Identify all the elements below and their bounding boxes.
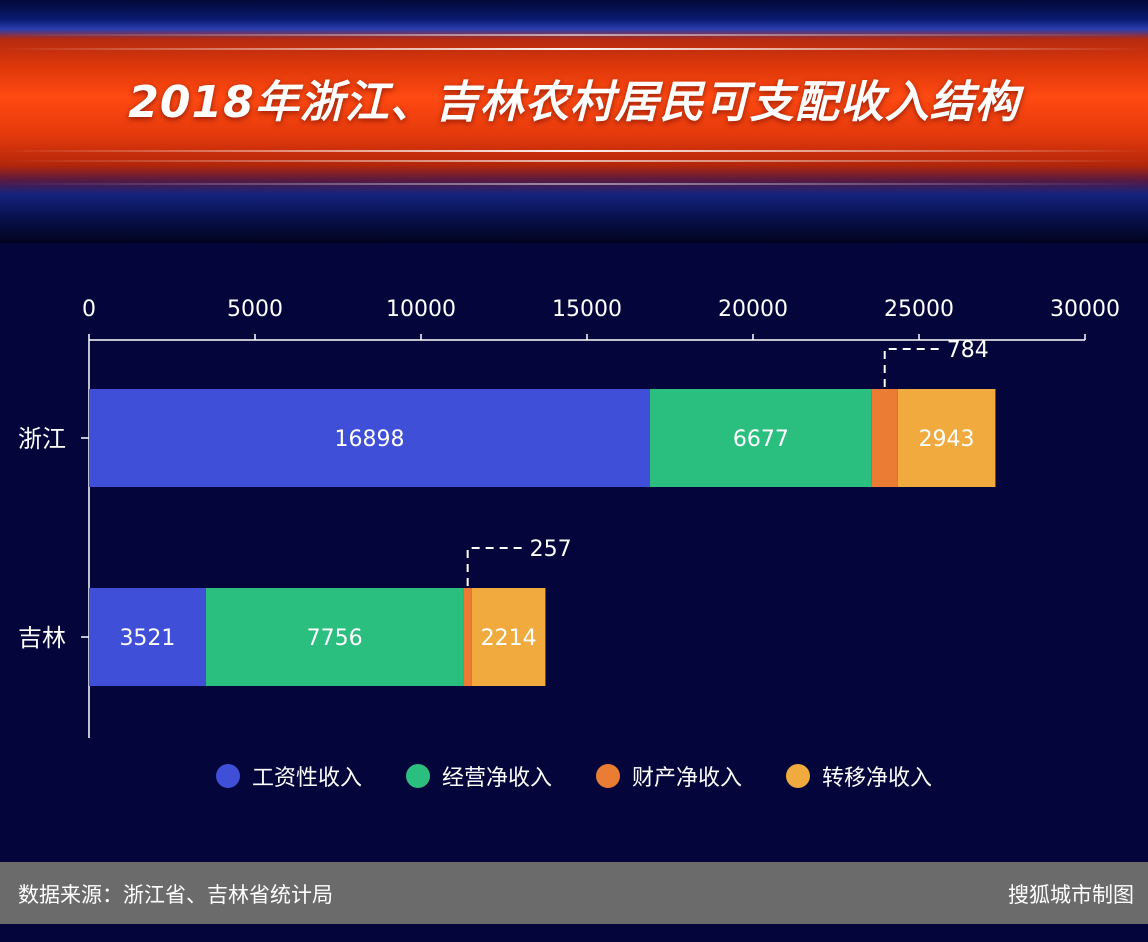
legend-color-dot	[215, 764, 240, 788]
footer-bar: 数据来源：浙江省、吉林省统计局 搜狐城市制图	[0, 862, 1148, 924]
x-tick-label: 15000	[552, 297, 622, 322]
bar-segment	[871, 389, 898, 487]
y-category-label: 吉林	[18, 624, 66, 652]
bar-segment	[89, 389, 651, 487]
legend-color-dot	[596, 764, 620, 788]
legend-label: 财产净收入	[632, 766, 743, 791]
label-leader-line	[883, 348, 943, 387]
legend-label: 工资性收入	[251, 766, 362, 791]
chart-title: 2018年浙江、吉林农村居民可支配收入结构	[128, 77, 1020, 128]
bar-segment	[471, 588, 546, 686]
x-tick-label: 30000	[1050, 297, 1120, 322]
label-leader-line	[466, 547, 526, 586]
bar-value-label: 784	[947, 338, 989, 363]
banner-light-streak	[0, 48, 1148, 50]
bar-value-label: 6677	[733, 427, 789, 452]
x-tick-label: 5000	[227, 297, 283, 322]
stacked-bar-chart: 0 5000 10000 15000 20000 25000 30000 浙江 16898 667…	[18, 297, 1120, 738]
chart-legend: 工资性收入 经营净收入 财产净收入 转移净收入	[0, 760, 1148, 792]
legend-item: 工资性收入	[215, 760, 362, 792]
bar-segment	[897, 389, 996, 487]
bar-value-label: 2214	[481, 626, 537, 651]
banner-light-streak	[0, 34, 1148, 36]
chart-credit: 搜狐城市制图	[1008, 883, 1134, 907]
x-tick-label: 20000	[718, 297, 788, 322]
x-tick-label: 10000	[386, 297, 456, 322]
banner-light-streak	[0, 183, 1148, 185]
banner-light-streak	[0, 150, 1148, 152]
data-source-note: 数据来源：浙江省、吉林省统计局	[18, 883, 333, 907]
bar-value-label: 3521	[119, 626, 175, 651]
bar-segment	[650, 389, 872, 487]
legend-item: 转移净收入	[786, 760, 932, 792]
bar-segment	[205, 588, 464, 686]
legend-label: 转移净收入	[822, 766, 933, 791]
title-banner: 2018年浙江、吉林农村居民可支配收入结构	[0, 0, 1148, 243]
x-tick-label: 0	[82, 297, 96, 322]
bar-value-label: 2943	[919, 427, 975, 452]
legend-item: 经营净收入	[405, 760, 552, 792]
bar-segment	[463, 588, 472, 686]
legend-label: 经营净收入	[441, 766, 552, 791]
bar-value-label: 257	[530, 537, 572, 562]
y-category-label: 浙江	[18, 425, 66, 453]
legend-item: 财产净收入	[596, 760, 742, 792]
legend-color-dot	[405, 764, 430, 788]
banner-light-streak	[0, 160, 1148, 162]
bar-value-label: 16898	[335, 427, 405, 452]
bar-value-label: 7756	[307, 626, 363, 651]
bar-segment	[89, 588, 206, 686]
legend-color-dot	[786, 764, 811, 788]
x-tick-label: 25000	[884, 297, 954, 322]
